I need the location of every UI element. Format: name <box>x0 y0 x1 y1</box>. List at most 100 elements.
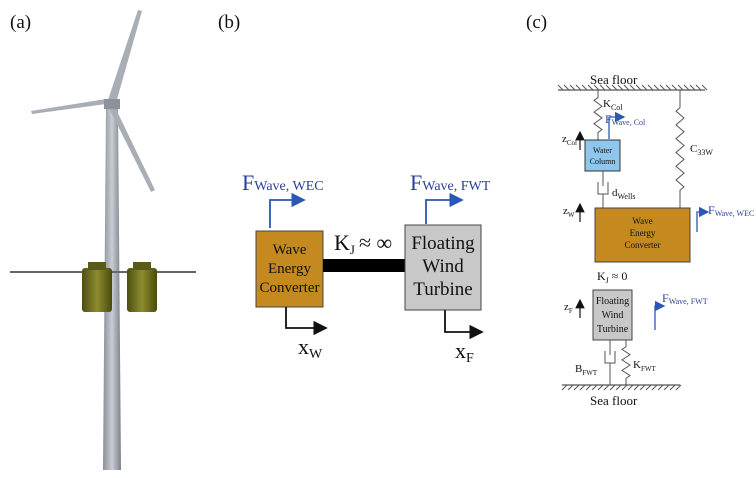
hatch <box>648 85 653 90</box>
spring-label: KFWT <box>633 359 656 373</box>
spring-label: KCol <box>603 98 623 112</box>
hatch <box>652 385 657 390</box>
force-arrow <box>697 212 708 232</box>
force-arrow <box>655 306 664 330</box>
symbol: K <box>603 98 611 110</box>
block-label: Converter <box>625 240 661 250</box>
subscript: W <box>309 347 323 362</box>
hatch <box>592 385 597 390</box>
block-label: Energy <box>630 228 656 238</box>
block-label: Energy <box>268 261 312 277</box>
spring <box>594 90 602 140</box>
relation: ≈ ∞ <box>359 230 392 255</box>
force-arrow <box>426 200 462 224</box>
block-label: Converter <box>260 280 320 296</box>
hatch <box>616 385 621 390</box>
hatch <box>696 85 701 90</box>
joint-label: KJ≈ 0 <box>597 269 627 285</box>
displacement-label: xF <box>455 338 474 366</box>
panel-label: (a) <box>10 12 31 33</box>
block-label: Column <box>590 157 616 166</box>
symbol: F <box>242 170 254 195</box>
force-label: FWave, WEC <box>708 203 754 218</box>
displacement-label: zF <box>564 301 573 315</box>
force-arrow <box>270 200 304 228</box>
damper-label: dWells <box>612 187 636 201</box>
nacelle <box>104 99 120 109</box>
floor-label: Sea floor <box>590 393 638 408</box>
hatch <box>574 385 579 390</box>
float-top <box>133 262 151 270</box>
floor-label: Sea floor <box>590 72 638 87</box>
symbol: x <box>455 338 466 363</box>
block-label: Wave <box>273 242 307 258</box>
subscript: Wave, WEC <box>715 209 755 218</box>
blade <box>108 10 142 103</box>
damper-label: BFWT <box>575 363 598 377</box>
subscript: Wave, FWT <box>422 179 491 194</box>
wec-float <box>127 268 157 312</box>
symbol: K <box>597 269 606 283</box>
hatch <box>562 385 567 390</box>
hatch <box>666 85 671 90</box>
damper <box>605 340 615 385</box>
sea-floor <box>562 385 681 390</box>
spring-label: C33W <box>690 143 713 157</box>
subscript: 33W <box>697 148 713 157</box>
panel-label: (c) <box>526 12 547 33</box>
subscript: J <box>350 242 355 257</box>
block-label: Wind <box>422 256 464 277</box>
displacement-label: zW <box>563 205 575 219</box>
hatch <box>678 85 683 90</box>
subscript: W <box>568 211 575 219</box>
block-label: Turbine <box>413 279 472 300</box>
hatch <box>628 385 633 390</box>
force-label: FWave, FWT <box>410 170 491 195</box>
symbol: C <box>690 143 697 155</box>
subscript: FWT <box>582 369 598 377</box>
symbol: K <box>334 230 350 255</box>
wec-float <box>82 268 112 312</box>
subscript: J <box>606 276 609 285</box>
blade <box>31 99 106 114</box>
hatch <box>658 385 663 390</box>
relation: ≈ 0 <box>612 269 628 283</box>
page: {"panels":{ "a":{"label":"(a)"}, "b":{"l… <box>0 0 756 473</box>
hatch <box>636 85 641 90</box>
hatch <box>622 385 627 390</box>
subscript: Col <box>611 103 623 112</box>
force-label: FWave, Col <box>605 112 646 127</box>
displacement-label: xW <box>298 334 323 362</box>
hatch <box>690 85 695 90</box>
hatch <box>576 85 581 90</box>
hatch <box>640 385 645 390</box>
damper <box>598 171 608 208</box>
subscript: F <box>466 351 474 366</box>
hatch <box>568 385 573 390</box>
joint-bar <box>323 259 405 272</box>
hatch <box>646 385 651 390</box>
block-label: Turbine <box>597 324 629 335</box>
spring <box>622 340 630 385</box>
force-label: FWave, FWT <box>662 291 708 306</box>
block-label: Wave <box>632 216 652 226</box>
hatch <box>570 85 575 90</box>
subscript: Wave, FWT <box>669 297 708 306</box>
block-label: Water <box>593 146 612 155</box>
symbol: K <box>633 359 641 371</box>
hatch <box>586 385 591 390</box>
hatch <box>564 85 569 90</box>
block-label: Floating <box>411 233 475 254</box>
symbol: B <box>575 363 582 375</box>
subscript: Col <box>567 139 577 147</box>
hatch <box>610 385 615 390</box>
hatch <box>702 85 707 90</box>
spring <box>676 90 684 208</box>
symbol: F <box>410 170 422 195</box>
displacement-arrow <box>286 307 326 328</box>
hatch <box>582 85 587 90</box>
float-top <box>88 262 106 270</box>
symbol: x <box>298 334 309 359</box>
subscript: Wells <box>618 192 636 201</box>
hatch <box>660 85 665 90</box>
